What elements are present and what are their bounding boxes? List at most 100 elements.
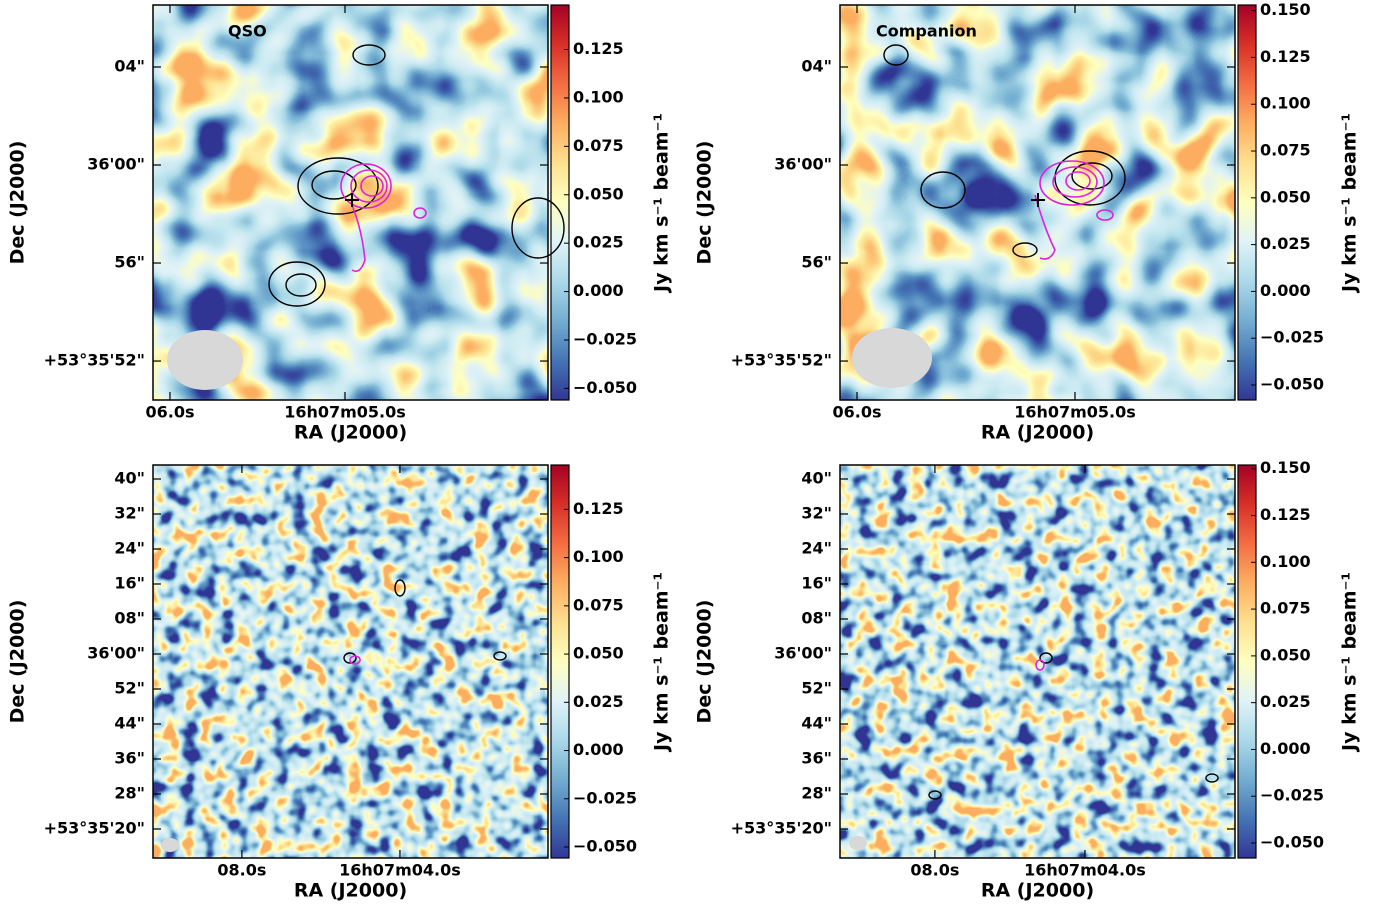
colorbar-tick-label: 0.150 bbox=[1260, 458, 1311, 477]
colorbar-tick-label: 0.125 bbox=[573, 39, 624, 58]
y-axis-label: Dec (J2000) bbox=[7, 600, 29, 724]
y-tick-label: +53°35'20" bbox=[731, 818, 832, 837]
colorbar-tick-label: −0.050 bbox=[1260, 833, 1324, 852]
colorbar-tick-label: 0.050 bbox=[573, 184, 624, 203]
colorbar-tick-label: 0.000 bbox=[1260, 739, 1311, 758]
y-tick-label: 40" bbox=[801, 468, 832, 487]
colorbar bbox=[550, 464, 570, 859]
y-tick-label: 44" bbox=[114, 713, 145, 732]
y-tick-label: 04" bbox=[114, 56, 145, 75]
y-tick-label: 44" bbox=[801, 713, 832, 732]
colorbar-label: Jy km s⁻¹ beam⁻¹ bbox=[1339, 113, 1361, 294]
colorbar-tick-label: 0.000 bbox=[573, 740, 624, 759]
colorbar-tick-label: 0.000 bbox=[573, 281, 624, 300]
colorbar-tick-label: 0.050 bbox=[1260, 187, 1311, 206]
colorbar-tick-label: 0.025 bbox=[1260, 692, 1311, 711]
y-tick-label: 08" bbox=[114, 608, 145, 627]
y-tick-label: 28" bbox=[801, 783, 832, 802]
colorbar-tick-label: 0.075 bbox=[573, 595, 624, 614]
y-tick-label: 28" bbox=[114, 783, 145, 802]
y-tick-label: 52" bbox=[801, 678, 832, 697]
colorbar-tick-label: −0.025 bbox=[1260, 786, 1324, 805]
x-axis-label: RA (J2000) bbox=[981, 422, 1094, 444]
colorbar-tick-label: 0.025 bbox=[573, 233, 624, 252]
y-tick-label: 16" bbox=[114, 573, 145, 592]
y-tick-label: +53°35'20" bbox=[44, 818, 145, 837]
colorbar-tick-label: −0.050 bbox=[573, 837, 637, 856]
overlay-top-left bbox=[167, 44, 565, 390]
colorbar-tick-label: 0.125 bbox=[1260, 47, 1311, 66]
beam bbox=[161, 838, 179, 852]
y-tick-label: 56" bbox=[801, 253, 832, 272]
x-tick-label: 08.0s bbox=[910, 861, 959, 880]
y-tick-label: 52" bbox=[114, 678, 145, 697]
x-tick-label: 16h07m05.0s bbox=[1014, 403, 1136, 422]
overlay-top-right bbox=[852, 44, 1126, 388]
y-tick-label: 36'00" bbox=[87, 643, 145, 662]
panel-title: QSO bbox=[228, 22, 267, 41]
panel-title: Companion bbox=[876, 22, 977, 41]
colorbar-tick-label: 0.025 bbox=[573, 692, 624, 711]
x-tick-label: 06.0s bbox=[833, 403, 882, 422]
colorbar-tick-label: 0.050 bbox=[1260, 645, 1311, 664]
y-tick-label: 04" bbox=[801, 56, 832, 75]
colorbar-tick-label: 0.050 bbox=[573, 644, 624, 663]
y-axis-label: Dec (J2000) bbox=[694, 141, 716, 265]
y-tick-label: 56" bbox=[114, 253, 145, 272]
beam bbox=[167, 330, 243, 390]
x-tick-label: 16h07m04.0s bbox=[339, 861, 461, 880]
colorbar-tick-label: −0.025 bbox=[1260, 328, 1324, 347]
beam bbox=[852, 328, 932, 388]
colorbar bbox=[550, 4, 570, 401]
y-tick-label: +53°35'52" bbox=[44, 351, 145, 370]
y-axis-label: Dec (J2000) bbox=[694, 600, 716, 724]
colorbar-tick-label: 0.100 bbox=[573, 87, 624, 106]
y-tick-label: 16" bbox=[801, 573, 832, 592]
y-tick-label: 36" bbox=[801, 748, 832, 767]
colorbar-tick-label: −0.050 bbox=[573, 378, 637, 397]
colorbar-tick-label: 0.075 bbox=[573, 136, 624, 155]
plot-frame bbox=[152, 464, 549, 859]
colorbar bbox=[1237, 4, 1257, 401]
x-tick-label: 08.0s bbox=[217, 861, 266, 880]
colorbar-tick-label: −0.050 bbox=[1260, 375, 1324, 394]
colorbar-tick-label: 0.125 bbox=[1260, 505, 1311, 524]
x-tick-label: 06.0s bbox=[145, 403, 194, 422]
colorbar-tick-label: 0.125 bbox=[573, 499, 624, 518]
colorbar-tick-label: 0.075 bbox=[1260, 599, 1311, 618]
colorbar-tick-label: 0.100 bbox=[1260, 552, 1311, 571]
colorbar-tick-label: 0.025 bbox=[1260, 234, 1311, 253]
colorbar-tick-label: 0.100 bbox=[573, 547, 624, 566]
plot-frame bbox=[839, 4, 1236, 401]
colorbar-tick-label: −0.025 bbox=[573, 788, 637, 807]
y-tick-label: 36" bbox=[114, 748, 145, 767]
plot-frame bbox=[839, 464, 1236, 859]
y-tick-label: 08" bbox=[801, 608, 832, 627]
beam bbox=[849, 836, 867, 850]
y-tick-label: 24" bbox=[114, 538, 145, 557]
y-tick-label: +53°35'52" bbox=[731, 351, 832, 370]
y-tick-label: 36'00" bbox=[87, 155, 145, 174]
colorbar-label: Jy km s⁻¹ beam⁻¹ bbox=[1339, 572, 1361, 753]
colorbar-tick-label: 0.150 bbox=[1260, 0, 1311, 19]
colorbar-tick-label: 0.000 bbox=[1260, 281, 1311, 300]
x-axis-label: RA (J2000) bbox=[294, 880, 407, 902]
x-axis-label: RA (J2000) bbox=[981, 880, 1094, 902]
y-tick-label: 36'00" bbox=[774, 155, 832, 174]
colorbar-label: Jy km s⁻¹ beam⁻¹ bbox=[651, 572, 673, 753]
colorbar-tick-label: 0.075 bbox=[1260, 141, 1311, 160]
y-axis-label: Dec (J2000) bbox=[7, 141, 29, 265]
x-tick-label: 16h07m04.0s bbox=[1024, 861, 1146, 880]
colorbar bbox=[1237, 464, 1257, 859]
colorbar-tick-label: 0.100 bbox=[1260, 94, 1311, 113]
y-tick-label: 36'00" bbox=[774, 643, 832, 662]
x-tick-label: 16h07m05.0s bbox=[284, 403, 406, 422]
y-tick-label: 40" bbox=[114, 468, 145, 487]
y-tick-label: 24" bbox=[801, 538, 832, 557]
y-tick-label: 32" bbox=[114, 503, 145, 522]
x-axis-label: RA (J2000) bbox=[294, 422, 407, 444]
plot-frame bbox=[152, 4, 549, 401]
overlay-bottom bbox=[161, 579, 1219, 852]
y-tick-label: 32" bbox=[801, 503, 832, 522]
